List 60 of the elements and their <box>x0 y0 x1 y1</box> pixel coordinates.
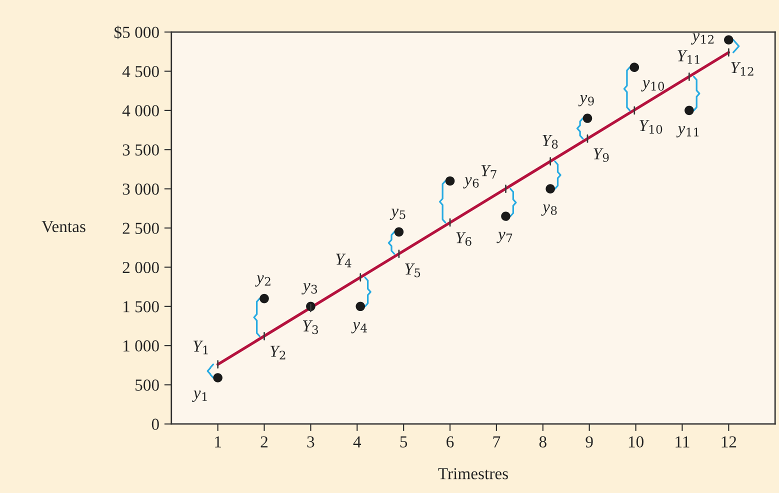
annotation: Y$_{10}$ <box>640 120 662 134</box>
y-tick-label: 3 000 <box>122 184 159 195</box>
y-tick-label: 4 500 <box>122 66 159 78</box>
annotation: Y$_{7}$ <box>481 165 496 179</box>
annotation: y$_{9}$ <box>578 95 594 106</box>
annotation: y$_{1}$ <box>192 390 207 402</box>
point <box>582 114 592 123</box>
annotation: Y$_{2}$ <box>270 346 286 360</box>
annotation: y$_{12}$ <box>690 33 714 45</box>
x-tick-label: 10 <box>628 436 644 448</box>
annotation: y$_{10}$ <box>641 80 664 92</box>
x-axis-title: Trimestres <box>438 468 508 480</box>
y-tick-label: 1 000 <box>124 340 159 352</box>
y-tick-label: 500 <box>136 379 159 391</box>
annotation: y$_{7}$ <box>496 232 512 244</box>
point <box>356 302 366 312</box>
x-tick-label: 11 <box>676 436 690 448</box>
point <box>445 176 455 186</box>
x-tick-label: 9 <box>586 436 593 448</box>
x-tick-label: 3 <box>307 436 314 448</box>
annotation: y$_{2}$ <box>255 275 270 287</box>
y-tick-label: $5 000 <box>114 26 159 40</box>
annotation: Y$_{1}$ <box>193 340 208 354</box>
annotation: y$_{11}$ <box>676 126 699 138</box>
annotation: Y$_{9}$ <box>594 148 609 162</box>
x-tick-label: 12 <box>722 436 736 448</box>
annotation: y$_{4}$ <box>351 322 368 334</box>
x-tick-label: 6 <box>446 436 454 448</box>
point <box>724 35 734 45</box>
y-tick-label: 1 500 <box>124 301 159 312</box>
x-tick-label: 1 <box>215 436 221 448</box>
annotation: y$_{5}$ <box>390 208 406 220</box>
annotation: Y$_{11}$ <box>678 50 700 64</box>
point <box>213 373 222 382</box>
y-tick-label: 3 500 <box>122 144 159 156</box>
annotation: y$_{8}$ <box>541 204 557 216</box>
annotation: y$_{6}$ <box>463 177 479 188</box>
x-tick-label: 8 <box>539 436 546 448</box>
annotation: Y$_{8}$ <box>542 134 558 149</box>
point <box>501 212 510 221</box>
y-tick-label: 4 000 <box>122 105 159 116</box>
annotation: y$_{3}$ <box>302 283 318 294</box>
x-tick-label: 7 <box>493 436 500 448</box>
point <box>684 106 694 116</box>
y-axis-title: Ventas <box>42 221 86 232</box>
y-tick-label: 2 000 <box>122 262 159 274</box>
x-tick-label: 5 <box>400 436 408 448</box>
point <box>630 62 640 72</box>
annotation: Y$_{12}$ <box>731 62 754 76</box>
annotation: Y$_{5}$ <box>405 264 420 278</box>
point <box>546 184 555 194</box>
annotation: Y$_{6}$ <box>456 232 472 246</box>
point <box>394 227 404 237</box>
x-tick-label: 2 <box>260 436 268 448</box>
point <box>260 294 269 304</box>
y-tick-label: 0 <box>152 418 159 430</box>
y-tick-label: 2 500 <box>122 222 159 234</box>
x-tick-label: 4 <box>353 436 362 448</box>
annotation: Y$_{3}$ <box>302 320 318 334</box>
annotation: Y$_{4}$ <box>336 254 352 268</box>
